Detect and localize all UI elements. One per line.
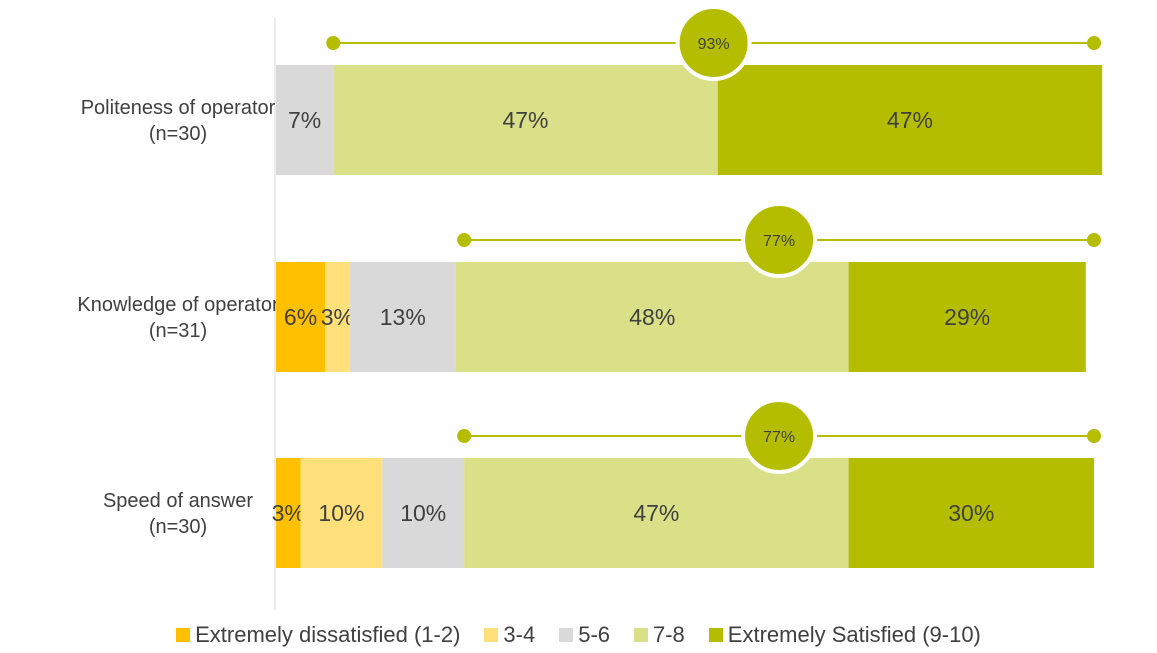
top-box-start-dot	[326, 36, 341, 50]
segment-label: 3%	[272, 500, 305, 526]
segment-label: 47%	[633, 500, 679, 526]
segment-label: 30%	[948, 500, 994, 526]
legend-item: 3-4	[484, 622, 535, 648]
legend-swatch	[484, 628, 499, 642]
bar-segment	[464, 458, 849, 568]
bar-segment	[382, 458, 465, 568]
bar-segment	[276, 262, 326, 372]
segment-label: 47%	[887, 107, 933, 133]
bar-segment	[333, 65, 718, 175]
segment-label: 29%	[944, 304, 990, 330]
legend-swatch	[634, 628, 648, 642]
top-box-circle	[675, 5, 752, 81]
segment-label: 47%	[502, 107, 548, 133]
legend-label: 3-4	[503, 622, 536, 647]
bar-segment	[300, 458, 383, 568]
bar-segment	[848, 458, 1094, 568]
segment-label: 13%	[380, 304, 426, 330]
top-box-circle	[741, 398, 818, 474]
legend-label: Extremely dissatisfied (1-2)	[195, 622, 461, 647]
segment-label: 10%	[400, 500, 446, 526]
top-box-circle	[741, 202, 818, 278]
bar-segment	[325, 262, 350, 372]
top-box-end-dot	[1087, 429, 1101, 443]
legend-label: Extremely Satisfied (9-10)	[727, 622, 981, 647]
top-box-end-dot	[1087, 233, 1101, 247]
category-label: Speed of answer (n=30)	[103, 490, 253, 538]
legend: Extremely dissatisfied (1-2) 3-4 5-6 7-8 Ext…	[0, 622, 1157, 648]
legend-swatch	[176, 628, 191, 642]
legend-label: 5-6	[578, 622, 610, 647]
legend-item: 7-8	[634, 622, 685, 648]
top-box-start-dot	[457, 233, 472, 247]
segment-label: 6%	[284, 304, 317, 330]
top-box-start-dot	[457, 429, 472, 443]
category-label: Politeness of operator (n=30)	[81, 97, 276, 145]
bar-segment	[455, 262, 849, 372]
segment-label: 7%	[288, 107, 321, 133]
segment-label: 48%	[629, 304, 675, 330]
bar-segment	[717, 65, 1103, 175]
top-box-label: 77%	[763, 429, 795, 446]
segment-label: 3%	[321, 304, 354, 330]
top-box-label: 77%	[763, 233, 795, 250]
bar-segment	[349, 262, 456, 372]
bar-segment	[848, 262, 1086, 372]
top-box-label: 93%	[698, 36, 730, 53]
bar-segment	[276, 458, 301, 568]
legend-swatch	[708, 628, 723, 642]
legend-item: 5-6	[559, 622, 610, 648]
top-box-end-dot	[1087, 36, 1101, 50]
stacked-bar-chart: Politeness of operator (n=30) 7% 47% 47% 93% K…	[77, 5, 1103, 610]
legend-item: Extremely Satisfied (9-10)	[708, 622, 981, 648]
bar-segment	[276, 65, 334, 175]
legend-swatch	[559, 628, 574, 642]
legend-label: 7-8	[653, 622, 685, 647]
segment-label: 10%	[318, 500, 364, 526]
category-label: Knowledge of operator (n=31)	[77, 294, 279, 342]
legend-item: Extremely dissatisfied (1-2)	[176, 622, 460, 648]
